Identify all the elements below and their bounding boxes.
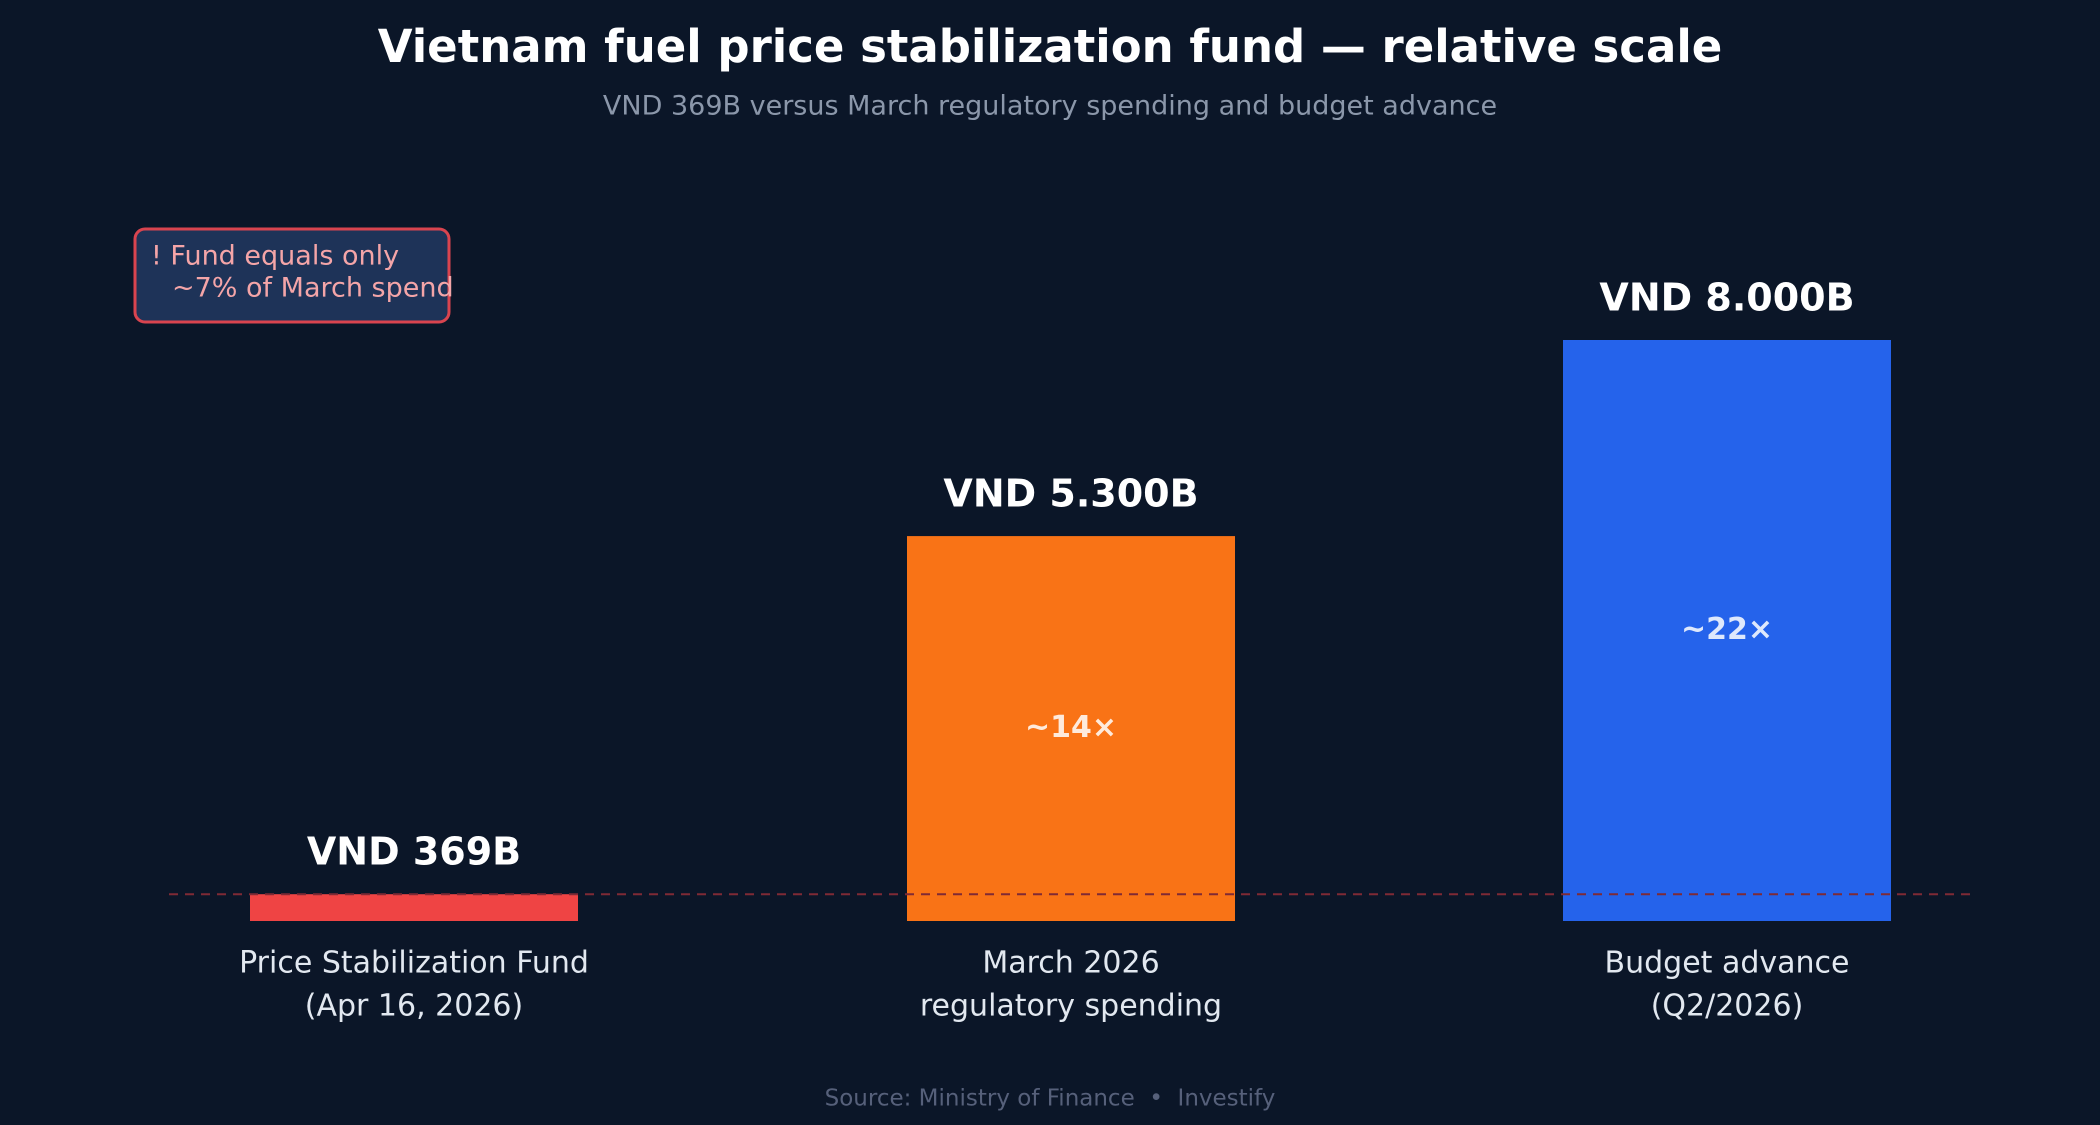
x-tick-label: Budget advance	[1605, 946, 1850, 981]
x-tick-label: March 2026	[982, 946, 1159, 981]
annotation-box	[133, 227, 451, 324]
x-tick-label: Price Stabilization Fund	[239, 946, 589, 981]
annotation-line: ! Fund equals only	[151, 241, 399, 272]
chart-subtitle: VND 369B versus March regulatory spendin…	[603, 91, 1497, 122]
value-label: VND 8.000B	[1599, 276, 1854, 320]
bar	[1563, 340, 1891, 921]
x-tick-label: (Apr 16, 2026)	[305, 989, 523, 1024]
value-label: VND 369B	[307, 830, 521, 874]
annotation-line: ~7% of March spend	[172, 273, 454, 304]
source: Source: Ministry of Finance • Investify	[825, 1086, 1276, 1112]
bar	[250, 894, 578, 921]
value-label: VND 5.300B	[943, 472, 1198, 516]
x-tick-label: (Q2/2026)	[1651, 989, 1804, 1024]
x-tick-label: regulatory spending	[920, 989, 1222, 1024]
bar-inner-label: ~14×	[1025, 710, 1117, 745]
bar	[907, 536, 1235, 921]
bar-inner-label: ~22×	[1681, 612, 1773, 647]
chart-title: Vietnam fuel price stabilization fund — …	[378, 20, 1723, 73]
